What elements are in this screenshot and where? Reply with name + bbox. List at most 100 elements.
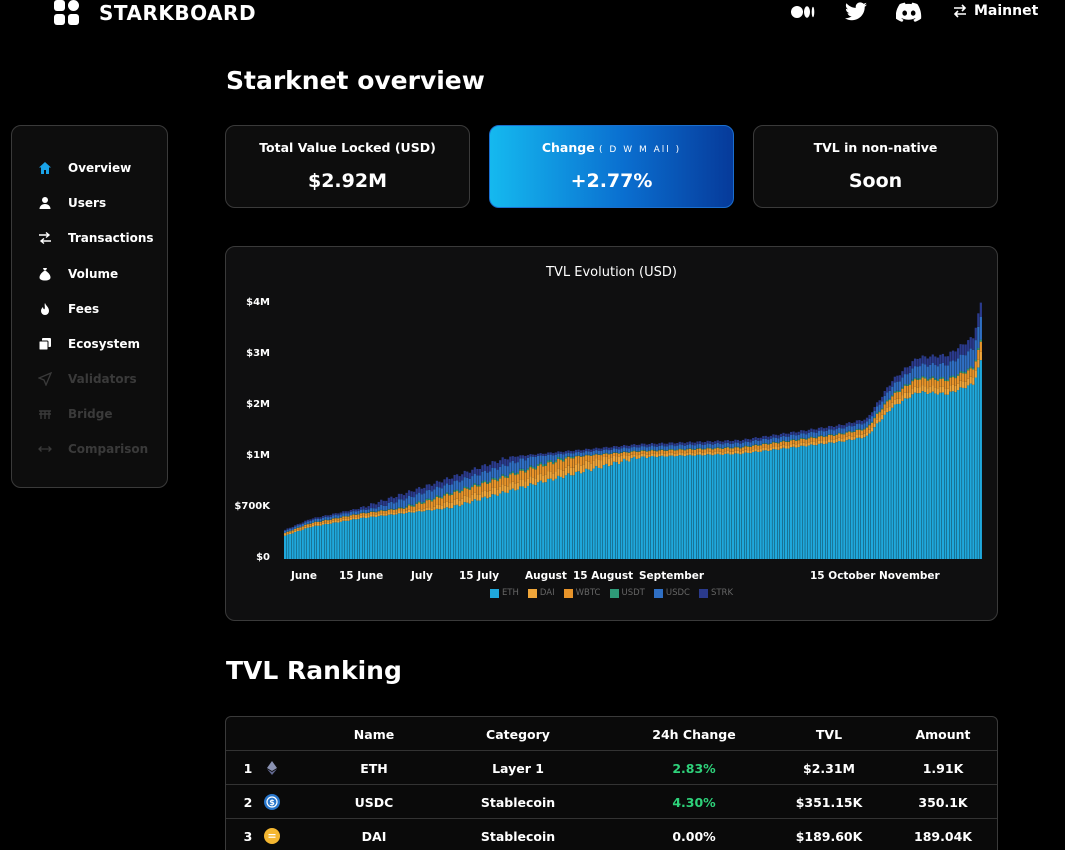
bar-segment-usdt[interactable] <box>741 446 745 448</box>
bar-segment-eth[interactable] <box>607 466 611 559</box>
bar-segment-usdt[interactable] <box>534 467 537 470</box>
bar-segment-dai[interactable] <box>901 395 904 401</box>
bar-segment-usdc[interactable] <box>349 512 352 515</box>
bar-segment-usdt[interactable] <box>443 494 446 496</box>
bar-segment-strk[interactable] <box>574 449 578 453</box>
bar-segment-eth[interactable] <box>969 383 972 559</box>
bar-segment-usdc[interactable] <box>364 509 368 513</box>
bar-segment-dai[interactable] <box>762 447 765 451</box>
bar-segment-wbtc[interactable] <box>666 450 669 455</box>
bar-segment-eth[interactable] <box>724 453 727 559</box>
bar-segment-dai[interactable] <box>440 505 444 510</box>
bar-segment-strk[interactable] <box>344 511 347 514</box>
bar-segment-eth[interactable] <box>640 456 643 559</box>
bar-segment-usdc[interactable] <box>954 361 957 377</box>
bar-segment-wbtc[interactable] <box>377 511 380 514</box>
bar-segment-dai[interactable] <box>595 458 598 467</box>
bar-segment-eth[interactable] <box>344 520 347 559</box>
bar-segment-wbtc[interactable] <box>362 512 365 516</box>
bar-segment-usdc[interactable] <box>433 489 436 499</box>
bar-segment-strk[interactable] <box>779 433 783 437</box>
bar-segment-eth[interactable] <box>496 495 499 559</box>
bar-segment-wbtc[interactable] <box>625 452 628 456</box>
bar-segment-eth[interactable] <box>913 392 917 559</box>
bar-segment-eth[interactable] <box>428 510 431 559</box>
bar-segment-dai[interactable] <box>456 498 459 505</box>
bar-segment-strk[interactable] <box>671 442 674 446</box>
bar-segment-dai[interactable] <box>291 532 294 534</box>
bar-segment-strk[interactable] <box>392 498 395 504</box>
bar-segment-usdc[interactable] <box>387 502 390 510</box>
bar-segment-wbtc[interactable] <box>392 509 395 513</box>
bar-segment-wbtc[interactable] <box>853 431 856 437</box>
bar-segment-usdc[interactable] <box>577 451 580 456</box>
bar-segment-eth[interactable] <box>301 529 304 559</box>
bar-segment-strk[interactable] <box>908 365 912 373</box>
bar-segment-eth[interactable] <box>623 458 626 559</box>
bar-segment-wbtc[interactable] <box>342 516 345 519</box>
bar-segment-usdt[interactable] <box>600 454 603 456</box>
bar-segment-usdc[interactable] <box>951 360 955 376</box>
bar-segment-usdt[interactable] <box>807 437 810 439</box>
bar-segment-usdt[interactable] <box>595 453 598 455</box>
bar-segment-usdc[interactable] <box>843 428 846 434</box>
bar-segment-wbtc[interactable] <box>567 456 570 466</box>
bar-segment-strk[interactable] <box>352 509 355 512</box>
bar-segment-usdc[interactable] <box>762 438 765 444</box>
bar-segment-wbtc[interactable] <box>425 500 428 508</box>
bar-segment-eth[interactable] <box>886 412 889 559</box>
bar-segment-dai[interactable] <box>668 452 671 456</box>
bar-segment-wbtc[interactable] <box>352 514 355 518</box>
bar-segment-eth[interactable] <box>668 455 671 559</box>
bar-segment-strk[interactable] <box>433 483 436 490</box>
bar-segment-eth[interactable] <box>716 453 719 559</box>
bar-segment-usdc[interactable] <box>630 447 633 451</box>
bar-segment-usdc[interactable] <box>825 430 828 436</box>
bar-segment-strk[interactable] <box>752 437 755 441</box>
starkboard-logo-icon[interactable] <box>52 0 82 26</box>
bar-segment-eth[interactable] <box>524 488 527 559</box>
legend-item-strk[interactable]: STRK <box>698 588 733 598</box>
bar-segment-wbtc[interactable] <box>873 418 876 424</box>
bar-segment-eth[interactable] <box>645 458 648 559</box>
bar-segment-usdc[interactable] <box>476 475 479 485</box>
bar-segment-usdc[interactable] <box>752 440 755 445</box>
bar-segment-dai[interactable] <box>784 445 788 449</box>
bar-segment-eth[interactable] <box>537 482 540 559</box>
bar-segment-dai[interactable] <box>382 513 385 516</box>
bar-segment-wbtc[interactable] <box>696 448 699 453</box>
bar-segment-eth[interactable] <box>438 509 441 559</box>
bar-segment-eth[interactable] <box>615 462 618 559</box>
bar-segment-usdt[interactable] <box>377 510 380 512</box>
bar-segment-eth[interactable] <box>655 457 659 559</box>
bar-segment-usdc[interactable] <box>696 444 699 449</box>
bar-segment-strk[interactable] <box>919 358 922 367</box>
bar-segment-eth[interactable] <box>362 517 365 559</box>
bar-segment-usdt[interactable] <box>757 444 760 446</box>
bar-segment-eth[interactable] <box>855 437 858 559</box>
bar-segment-eth[interactable] <box>810 444 813 559</box>
bar-segment-wbtc[interactable] <box>289 531 292 533</box>
bar-segment-usdc[interactable] <box>716 443 719 448</box>
bar-segment-usdc[interactable] <box>309 520 312 524</box>
bar-segment-dai[interactable] <box>863 433 866 438</box>
bar-segment-dai[interactable] <box>833 439 836 444</box>
bar-segment-strk[interactable] <box>544 453 547 456</box>
bar-segment-wbtc[interactable] <box>979 341 982 352</box>
bar-segment-usdc[interactable] <box>597 450 600 455</box>
bar-segment-usdc[interactable] <box>653 446 656 451</box>
bar-segment-usdt[interactable] <box>673 449 676 451</box>
bar-segment-wbtc[interactable] <box>929 379 932 387</box>
bar-segment-eth[interactable] <box>721 454 724 559</box>
bar-segment-eth[interactable] <box>493 494 497 559</box>
bar-segment-dai[interactable] <box>726 450 729 454</box>
bar-segment-dai[interactable] <box>696 452 699 455</box>
bar-segment-eth[interactable] <box>461 504 464 559</box>
bar-segment-usdt[interactable] <box>688 448 691 449</box>
bar-segment-wbtc[interactable] <box>448 495 451 503</box>
bar-segment-eth[interactable] <box>506 492 509 559</box>
bar-segment-strk[interactable] <box>951 350 955 361</box>
bar-segment-strk[interactable] <box>913 358 917 367</box>
bar-segment-usdt[interactable] <box>800 437 803 439</box>
bar-segment-wbtc[interactable] <box>714 448 717 452</box>
